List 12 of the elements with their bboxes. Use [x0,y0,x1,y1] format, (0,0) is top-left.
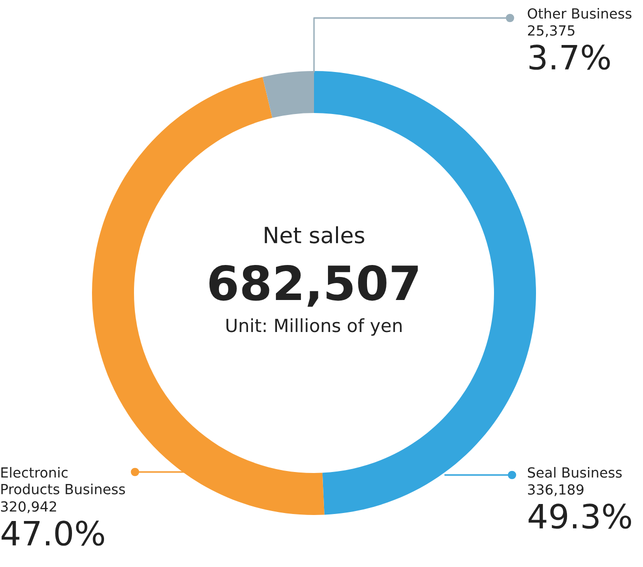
text: 3.7% [530,44,610,70]
text: Net sales [264,226,364,244]
text: Unit: Millions of yen [226,318,402,336]
text: 47.0% [2,520,104,546]
slice-label: Electronic Products Business [1,467,125,494]
text: 49.3% [528,504,632,529]
data-label: 336,189 [528,484,584,496]
data-label: 320,942 [1,501,56,514]
data-label: 25,375 [528,25,574,38]
legend-label: Seal Business [528,467,622,478]
text: 682,507 [209,264,418,307]
legend-label: Other Business [528,8,632,19]
